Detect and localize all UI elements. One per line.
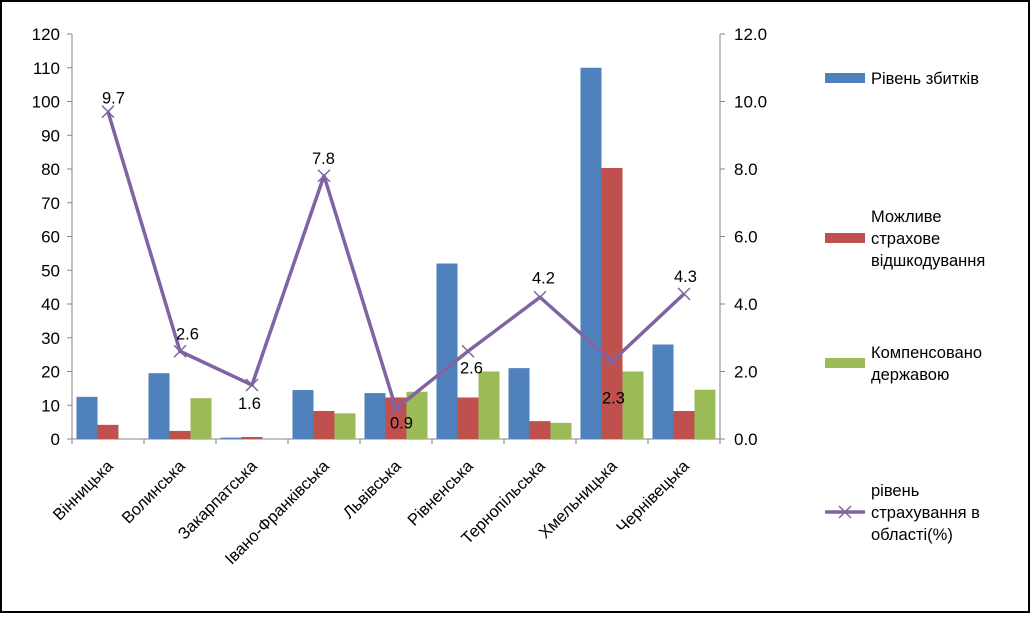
legend-label: Компенсовано: [871, 344, 982, 362]
left-tick-label: 60: [41, 228, 60, 247]
left-tick-label: 100: [32, 93, 60, 112]
line-marker: [101, 105, 115, 119]
bar: [169, 430, 191, 439]
bar: [652, 344, 674, 439]
right-tick-label: 0.0: [734, 430, 758, 449]
line-data-label: 4.2: [532, 269, 555, 287]
right-tick-label: 8.0: [734, 160, 758, 179]
labels: 9.7 2.6 1.6 7.8 0.9 2.6 4.2 2.3 4.3: [102, 90, 697, 433]
left-tick-label: 110: [33, 59, 60, 78]
line-marker: [677, 287, 691, 301]
bar: [364, 393, 386, 439]
bars: [76, 67, 716, 440]
right-tick-label: 2.0: [734, 363, 758, 382]
left-tick-label: 20: [41, 363, 60, 382]
left-tick-label: 90: [41, 126, 60, 145]
line-data-label: 9.7: [102, 90, 125, 108]
line-data-label: 7.8: [312, 150, 335, 168]
axes: 0 10 20 30 40 50 60 70 80 90 100 110 120 0.0 2.0 4.0 6.0…: [32, 25, 767, 568]
right-tick-label: 6.0: [734, 228, 758, 247]
legend-label: страхове: [871, 230, 940, 248]
right-tick-label: 4.0: [734, 295, 758, 314]
legend-label: рівень: [871, 482, 919, 500]
left-tick-label: 30: [41, 329, 60, 348]
bar: [292, 390, 314, 439]
category-label: Вінницька: [50, 457, 118, 525]
bar: [478, 371, 500, 439]
right-tick-label: 12.0: [734, 25, 767, 44]
line-series: [101, 105, 691, 416]
category-label: Хмельницька: [536, 457, 622, 543]
legend-label: страхування в: [871, 504, 980, 522]
bar: [385, 397, 407, 439]
bar: [406, 391, 428, 439]
bar: [508, 368, 530, 439]
bar: [436, 263, 458, 439]
left-tick-label: 70: [41, 194, 60, 213]
legend-swatch: [825, 358, 865, 368]
right-tick-label: 10.0: [734, 93, 767, 112]
bar: [457, 397, 479, 439]
left-tick-label: 40: [41, 295, 60, 314]
bar: [580, 67, 602, 439]
line-data-label: 2.3: [602, 389, 625, 407]
line-marker: [317, 169, 331, 183]
left-tick-label: 80: [41, 160, 60, 179]
line-marker: [245, 378, 259, 392]
bar: [313, 410, 335, 439]
bar: [622, 371, 644, 439]
bar: [97, 424, 119, 439]
line-marker: [605, 354, 619, 368]
line-data-label: 4.3: [674, 268, 697, 286]
legend-label: Можливе: [871, 208, 942, 226]
category-label: Чернівецька: [613, 457, 693, 537]
line-marker: [389, 402, 403, 416]
bar: [76, 396, 98, 439]
category-label: Львівська: [340, 457, 406, 523]
legend-label: відшкодування: [871, 252, 985, 270]
left-tick-label: 10: [41, 396, 60, 415]
left-tick-label: 120: [32, 25, 60, 44]
bar: [601, 167, 623, 440]
left-tick-label: 0: [51, 430, 60, 449]
bar: [190, 398, 212, 439]
line-data-label: 0.9: [390, 415, 413, 433]
line-data-label: 2.6: [460, 359, 483, 377]
category-label: Рівненська: [404, 457, 477, 530]
legend-label: державою: [871, 366, 949, 384]
bar: [241, 436, 263, 439]
legend-swatch: [825, 73, 865, 83]
bar: [694, 389, 716, 439]
legend: Рівень збитків Можливе страхове відшкодуван…: [825, 70, 985, 544]
legend-swatch: [825, 233, 865, 243]
bar: [550, 422, 572, 439]
legend-label: Рівень збитків: [871, 70, 979, 88]
line-data-label: 1.6: [238, 395, 261, 413]
bar: [529, 421, 551, 439]
bar: [148, 373, 170, 439]
bar: [673, 410, 695, 439]
left-tick-label: 50: [41, 261, 60, 280]
legend-label: області(%): [871, 526, 953, 544]
line-marker: [173, 344, 187, 358]
line-data-label: 2.6: [176, 325, 199, 343]
category-label: Волинська: [119, 457, 190, 528]
line-marker: [533, 290, 547, 304]
bar: [334, 413, 356, 439]
legend-marker: [838, 505, 852, 519]
bar: [220, 437, 242, 439]
line-marker: [461, 344, 475, 358]
